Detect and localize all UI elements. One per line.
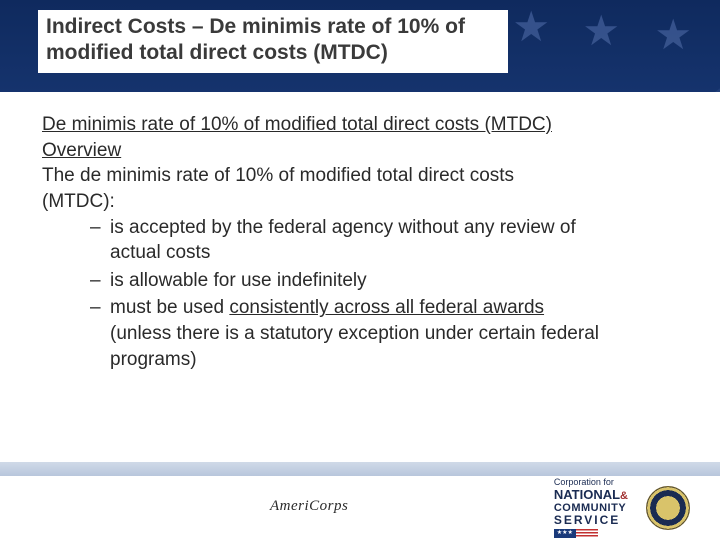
intro-text: The de minimis rate of 10% of modified t… (42, 163, 678, 214)
star-icon: ★ (512, 2, 550, 51)
bullet-2-line-1: is allowable for use indefinitely (110, 270, 367, 291)
cncs-service: SERVICE (554, 514, 628, 527)
cncs-ampersand: & (620, 490, 628, 502)
overview-heading: De minimis rate of 10% of modified total… (42, 112, 678, 163)
intro-line-1: The de minimis rate of 10% of modified t… (42, 165, 514, 186)
slide-header: ★ ★ ★ Indirect Costs – De minimis rate o… (0, 0, 720, 92)
seal-icon (646, 486, 690, 530)
slide-footer: AmeriCorps Corporation for NATIONAL& COM… (0, 462, 720, 540)
cncs-national: NATIONAL (554, 487, 620, 502)
slide-body: De minimis rate of 10% of modified total… (0, 92, 720, 372)
title-line-1: Indirect Costs – De minimis rate of 10% … (46, 15, 465, 38)
list-item: must be used consistently across all fed… (90, 295, 678, 372)
americorps-logo: AmeriCorps (270, 498, 348, 515)
bullet-3-post-2: programs) (110, 349, 197, 370)
overview-line-1: De minimis rate of 10% of modified total… (42, 114, 552, 135)
title-box: Indirect Costs – De minimis rate of 10% … (38, 10, 508, 73)
flag-icon: ★★★ (554, 529, 628, 538)
slide-title: Indirect Costs – De minimis rate of 10% … (46, 14, 500, 67)
intro-line-2: (MTDC): (42, 191, 115, 212)
cncs-logo-text: Corporation for NATIONAL& COMMUNITY SERV… (554, 478, 628, 538)
bullet-1-line-2: actual costs (110, 242, 210, 263)
star-icon: ★ (582, 6, 620, 55)
list-item: is accepted by the federal agency withou… (90, 215, 678, 266)
cncs-logo: Corporation for NATIONAL& COMMUNITY SERV… (554, 478, 628, 538)
title-line-2: modified total direct costs (MTDC) (46, 41, 388, 64)
bullet-1-line-1: is accepted by the federal agency withou… (110, 217, 576, 238)
bullet-3-underline: consistently across all federal awards (229, 297, 544, 318)
list-item: is allowable for use indefinitely (90, 268, 678, 294)
overview-line-2: Overview (42, 140, 121, 161)
footer-logos: AmeriCorps Corporation for NATIONAL& COM… (0, 476, 720, 540)
bullet-list: is accepted by the federal agency withou… (42, 215, 678, 373)
bullet-3-post-1: (unless there is a statutory exception u… (110, 323, 599, 344)
bullet-3-pre: must be used (110, 297, 229, 318)
star-icon: ★ (654, 10, 692, 59)
flag-stripes (576, 529, 598, 538)
flag-stars: ★★★ (554, 529, 576, 538)
footer-divider-bar (0, 462, 720, 476)
